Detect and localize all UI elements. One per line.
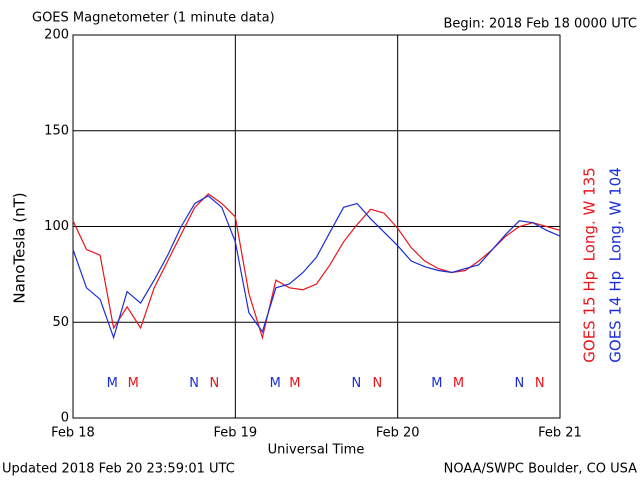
annotation: N [515, 376, 525, 391]
x-tick-label: Feb 19 [213, 426, 257, 441]
y-tick-label: 100 [44, 219, 69, 234]
annotation: M [270, 376, 281, 391]
y-tick-label: 50 [52, 315, 69, 330]
chart-title: GOES Magnetometer (1 minute data) [32, 11, 275, 26]
annotation: M [431, 376, 442, 391]
x-tick-label: Feb 18 [51, 426, 95, 441]
y-tick-label: 0 [61, 411, 69, 426]
annotation: N [373, 376, 383, 391]
y-axis-label: NanoTesla (nT) [11, 192, 29, 303]
series-line [72, 195, 561, 340]
y-tick-label: 150 [44, 123, 69, 138]
annotation: M [289, 376, 300, 391]
plot-frame [72, 34, 561, 419]
annotation: N [209, 376, 219, 391]
annotation: M [128, 376, 139, 391]
series-line [72, 193, 561, 340]
legend-entry: GOES 14 Hp Long. W 104 [607, 167, 625, 362]
annotation: M [453, 376, 464, 391]
x-axis-label: Universal Time [268, 443, 365, 458]
x-tick-label: Feb 20 [376, 426, 420, 441]
annotation: M [107, 376, 118, 391]
y-tick-label: 200 [44, 28, 69, 43]
chart-subtitle: Begin: 2018 Feb 18 0000 UTC [443, 17, 637, 32]
x-tick-label: Feb 21 [538, 426, 582, 441]
annotation: N [189, 376, 199, 391]
footer-left: Updated 2018 Feb 20 23:59:01 UTC [2, 462, 235, 477]
footer-right: NOAA/SWPC Boulder, CO USA [444, 462, 637, 477]
legend-entry: GOES 15 Hp Long. W 135 [581, 167, 599, 362]
annotation: N [352, 376, 362, 391]
annotation: N [535, 376, 545, 391]
